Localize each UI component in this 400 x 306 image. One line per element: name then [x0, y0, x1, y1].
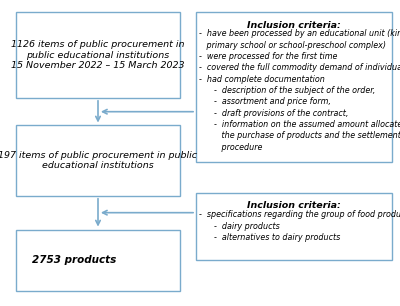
FancyBboxPatch shape — [16, 12, 180, 98]
Text: -  were processed for the first time: - were processed for the first time — [199, 52, 338, 61]
Text: -  description of the subject of the order,: - description of the subject of the orde… — [199, 86, 376, 95]
Text: Inclusion criteria:: Inclusion criteria: — [247, 201, 341, 210]
Text: -  assortment and price form,: - assortment and price form, — [199, 97, 331, 106]
Text: the purchase of products and the settlement of the: the purchase of products and the settlem… — [199, 131, 400, 140]
Text: -  alternatives to dairy products: - alternatives to dairy products — [199, 233, 340, 242]
FancyBboxPatch shape — [16, 125, 180, 196]
Text: procedure: procedure — [199, 143, 262, 151]
Text: Inclusion criteria:: Inclusion criteria: — [247, 21, 341, 30]
Text: 2753 products: 2753 products — [32, 255, 116, 265]
FancyBboxPatch shape — [196, 193, 392, 260]
Text: -  covered the full commodity demand of individual units,: - covered the full commodity demand of i… — [199, 63, 400, 72]
Text: -  have been processed by an educational unit (kindergarten,: - have been processed by an educational … — [199, 29, 400, 38]
FancyBboxPatch shape — [16, 230, 180, 291]
Text: 197 items of public procurement in public
educational institutions: 197 items of public procurement in publi… — [0, 151, 198, 170]
Text: -  dairy products: - dairy products — [199, 222, 280, 230]
Text: -  draft provisions of the contract,: - draft provisions of the contract, — [199, 109, 348, 118]
Text: 1126 items of public procurement in
public educational institutions
15 November : 1126 items of public procurement in publ… — [11, 40, 185, 70]
Text: primary school or school-preschool complex): primary school or school-preschool compl… — [199, 41, 386, 50]
Text: -  had complete documentation: - had complete documentation — [199, 75, 325, 84]
Text: -  information on the assumed amount allocated for: - information on the assumed amount allo… — [199, 120, 400, 129]
FancyBboxPatch shape — [196, 12, 392, 162]
Text: -  specifications regarding the group of food products:: - specifications regarding the group of … — [199, 210, 400, 219]
